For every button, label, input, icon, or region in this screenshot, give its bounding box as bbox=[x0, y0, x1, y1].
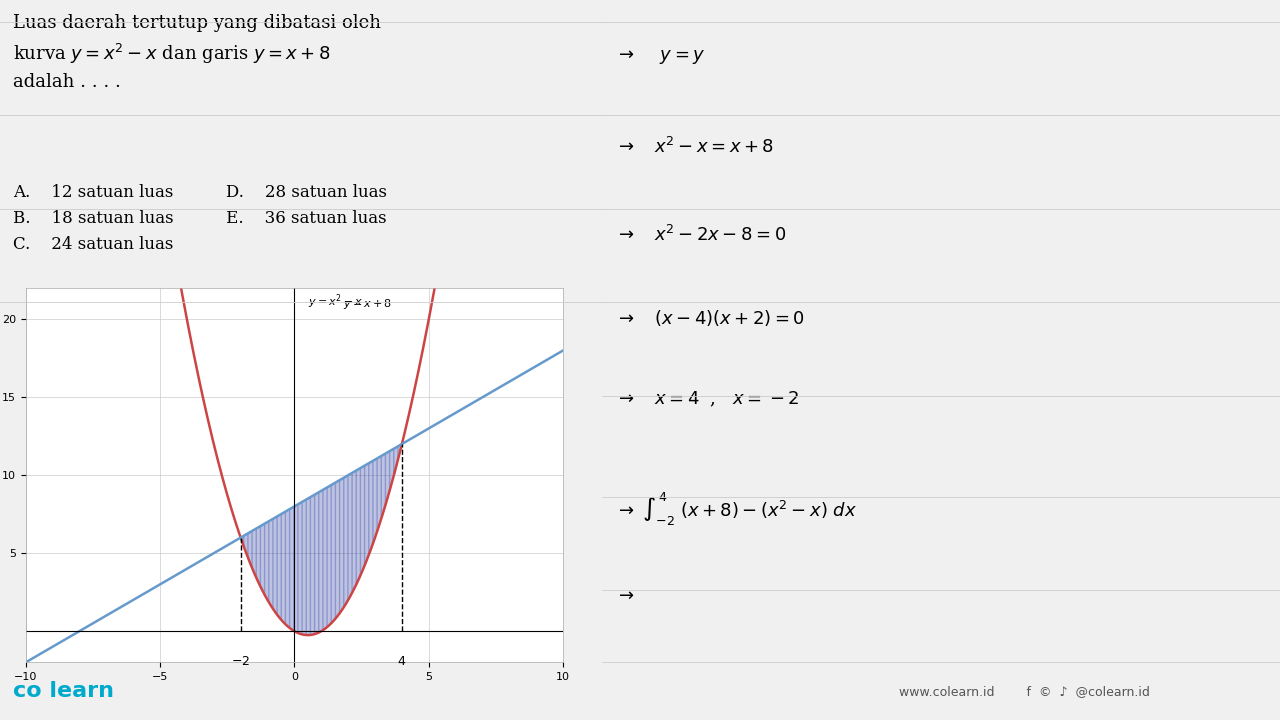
Text: Luas daerah tertutup yang dibatasi oleh
kurva $y = x^2 - x$ dan garis $y = x + 8: Luas daerah tertutup yang dibatasi oleh … bbox=[13, 14, 381, 91]
Text: $\rightarrow$: $\rightarrow$ bbox=[614, 586, 635, 604]
Text: $\rightarrow$   $x^2 - 2x - 8 = 0$: $\rightarrow$ $x^2 - 2x - 8 = 0$ bbox=[614, 225, 786, 246]
Text: $\rightarrow$ $\int_{-2}^{4}$ $(x+8) - (x^2-x)$ $dx$: $\rightarrow$ $\int_{-2}^{4}$ $(x+8) - (… bbox=[614, 491, 858, 528]
Text: www.colearn.id        f  ©  ♪  @colearn.id: www.colearn.id f © ♪ @colearn.id bbox=[899, 685, 1149, 698]
Text: $y = x + 8$: $y = x + 8$ bbox=[343, 297, 392, 311]
Text: $\rightarrow$   $x^2 - x = x + 8$: $\rightarrow$ $x^2 - x = x + 8$ bbox=[614, 137, 774, 157]
Text: $\rightarrow$    $y = y$: $\rightarrow$ $y = y$ bbox=[614, 48, 705, 66]
Text: $\rightarrow$   $x = 4$  ,   $x = -2$: $\rightarrow$ $x = 4$ , $x = -2$ bbox=[614, 390, 799, 409]
Text: co learn: co learn bbox=[13, 681, 114, 701]
Text: $y = x^2 - x$: $y = x^2 - x$ bbox=[308, 293, 364, 311]
Text: $-2$: $-2$ bbox=[232, 654, 250, 667]
Text: A.    12 satuan luas          D.    28 satuan luas
B.    18 satuan luas         : A. 12 satuan luas D. 28 satuan luas B. 1… bbox=[13, 184, 387, 253]
Text: $4$: $4$ bbox=[397, 654, 407, 667]
Text: $\rightarrow$   $(x - 4)(x + 2) = 0$: $\rightarrow$ $(x - 4)(x + 2) = 0$ bbox=[614, 307, 805, 328]
